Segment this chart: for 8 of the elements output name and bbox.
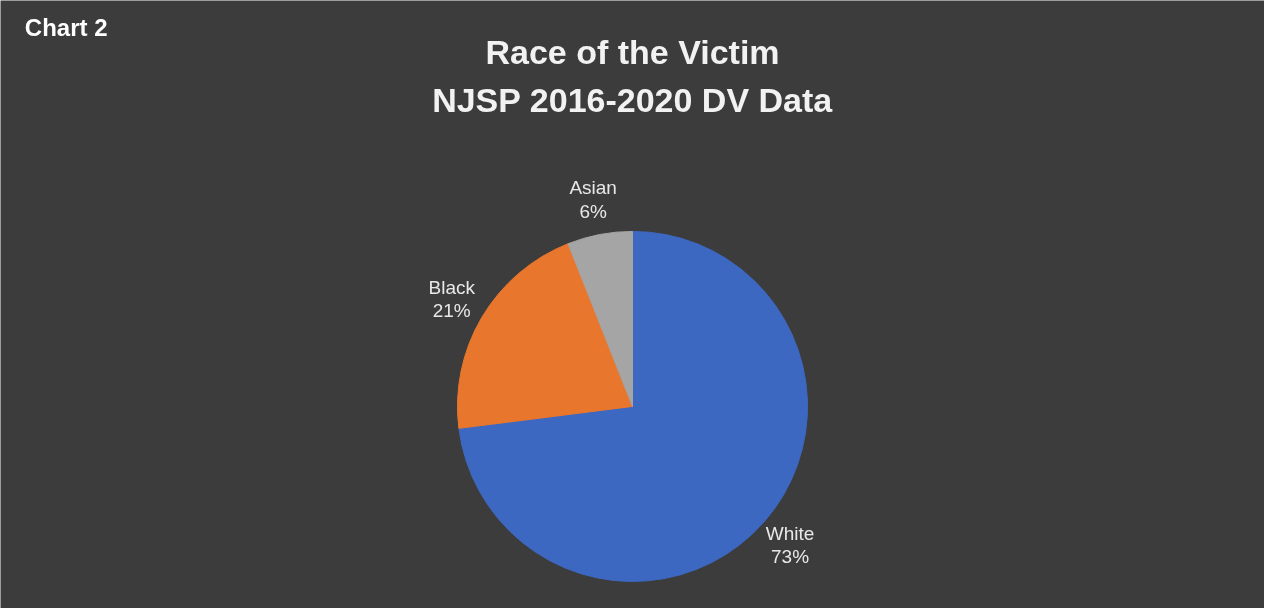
slice-label: Black [428,276,476,298]
caption: Chart 2 [24,13,108,41]
data-label: 73% [771,545,810,567]
chart-title: Race of the Victim NJSP 2016-2020 DV Data [432,32,834,120]
data-label: 6% [579,200,607,222]
slice-label: Asian [569,177,617,199]
data-label: 21% [432,299,471,321]
slice-label: White [765,522,815,544]
